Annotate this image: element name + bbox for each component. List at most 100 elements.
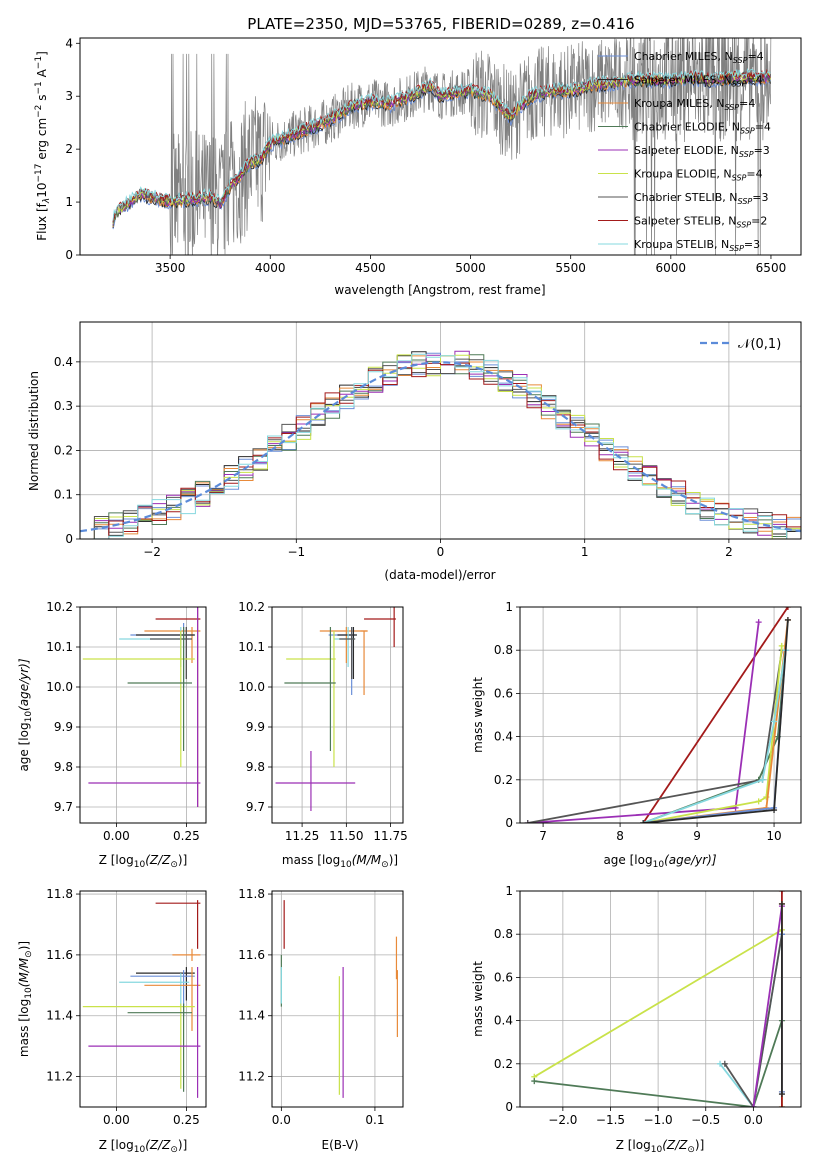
- model-line-8: [112, 67, 771, 221]
- y-tick-label: 1: [505, 600, 513, 614]
- x-axis-label: E(B-V): [321, 1138, 358, 1152]
- y-tick-label: 10.0: [238, 680, 265, 694]
- axes-frame: 3500 4000 4500 5000 5500 6000 6500 0 1 2 3 4 wavelen…: [34, 36, 802, 297]
- weight-line-7: [642, 650, 787, 823]
- x-tick-label: −2.0: [548, 1113, 577, 1127]
- y-axis-label: Flux [fλ10−17 erg cm−2 s−1 A−1]: [34, 51, 52, 241]
- plot-area: [82, 900, 201, 1098]
- x-axis-label: Z [log10(Z/Z⊙)]: [616, 1138, 705, 1155]
- y-tick-label: 11.2: [46, 1070, 73, 1084]
- weight-marker-8-0: [778, 1091, 785, 1098]
- x-tick-label: 5000: [455, 261, 486, 275]
- axes-spine: [79, 606, 207, 824]
- label-part: Chabrier ELODIE, N: [634, 121, 740, 134]
- y-tick-label: 10.1: [46, 640, 73, 654]
- legend-label: Kroupa ELODIE, NSSP=4: [634, 168, 763, 183]
- label-part: 10: [35, 183, 49, 198]
- label-part: ]: [35, 51, 49, 56]
- label-part: SSP: [732, 80, 747, 89]
- label-part: 10: [651, 1145, 663, 1155]
- axes-spine: [519, 890, 802, 1108]
- y-tick-label: 0.8: [494, 643, 513, 657]
- label-part: age [log: [603, 853, 652, 867]
- plot-area: [80, 350, 801, 539]
- legend-label: Salpeter STELIB, NSSP=2: [634, 215, 767, 230]
- label-part: (M/M: [17, 957, 31, 987]
- y-tick-label: 0.6: [494, 970, 513, 984]
- axes-frame: 11.25 11.50 11.75 9.7 9.8 9.9 10.0 10.1 10.2 mass…: [238, 600, 408, 870]
- y-tick-label: 0.8: [494, 927, 513, 941]
- label-part: )]: [695, 1138, 704, 1152]
- label-part: Salpeter STELIB, N: [634, 215, 736, 228]
- y-axis-label: mass [log10(M/M⊙)]: [17, 941, 34, 1057]
- label-part: λ: [42, 198, 52, 204]
- label-part: )]: [178, 1138, 187, 1152]
- weight-marker-3-0: [721, 1060, 728, 1067]
- y-axis-label: age [log10(age/yr)]: [17, 658, 34, 771]
- label-part: ⊙: [687, 1145, 695, 1155]
- y-tick-label: 11.6: [46, 948, 73, 962]
- label-part: 10: [653, 860, 665, 870]
- label-part: 10: [134, 1145, 146, 1155]
- label-part: =4: [747, 50, 763, 63]
- label-part: Chabrier STELIB, N: [634, 191, 738, 204]
- label-part: −17: [34, 164, 44, 183]
- y-tick-label: 11.6: [238, 948, 265, 962]
- legend-label: 𝒩(0,1): [738, 337, 781, 352]
- label-part: (age/yr)]: [664, 853, 717, 867]
- label-part: Chabrier MILES, N: [634, 50, 733, 63]
- label-part: SSP: [733, 56, 748, 65]
- spectrum-panel: 3500 4000 4500 5000 5500 6000 6500 0 1 2 3 4 wavelen…: [34, 36, 802, 297]
- residual-panel: −2 −1 0 1 2 0 0.1 0.2 0.3 0.4 𝒩(0,1) (data-model)/e…: [27, 321, 802, 582]
- label-part: erg cm: [35, 118, 49, 164]
- label-part: (Z/Z: [145, 1138, 171, 1152]
- plot-area: [280, 900, 398, 1098]
- label-part: 10: [340, 860, 352, 870]
- x-tick-label: 1: [581, 545, 589, 559]
- y-tick-label: 0: [65, 248, 73, 262]
- label-part: SSP: [739, 150, 754, 159]
- legend-label: Chabrier ELODIE, NSSP=4: [634, 121, 771, 136]
- weight-line-0: [642, 607, 789, 823]
- y-tick-label: 9.8: [246, 760, 265, 774]
- label-part: Salpeter ELODIE, N: [634, 144, 739, 157]
- label-part: −2: [34, 105, 44, 118]
- label-part: −1: [34, 81, 44, 94]
- label-part: 10: [24, 711, 34, 723]
- y-tick-label: 4: [65, 36, 73, 50]
- x-axis-label: Z [log10(Z/Z⊙)]: [99, 853, 188, 870]
- axes-frame: −2.0 −1.5 −1.0 −0.5 0.0 0 0.2 0.4 0.6 0.8 1 Z [log1…: [471, 884, 802, 1155]
- label-part: SSP: [729, 244, 744, 253]
- y-tick-label: 0.1: [54, 488, 73, 502]
- histogram-5: [80, 354, 801, 539]
- y-tick-label: 10.1: [238, 640, 265, 654]
- label-part: SSP: [732, 174, 747, 183]
- label-part: =4: [755, 121, 771, 134]
- y-tick-label: 0.2: [54, 443, 73, 457]
- legend-label: Kroupa MILES, NSSP=4: [634, 97, 755, 112]
- y-tick-label: 0.3: [54, 399, 73, 413]
- x-tick-label: −1.0: [644, 1113, 673, 1127]
- label-part: Flux [f: [35, 202, 49, 240]
- axes-frame: 0.0 0.1 11.2 11.4 11.6 11.8 E(B-V): [238, 887, 404, 1152]
- weight-marker-7-1: [759, 776, 766, 783]
- weight-marker-0-1: [784, 607, 791, 610]
- x-axis-label: wavelength [Angstrom, rest frame]: [334, 283, 545, 297]
- legend-label: Kroupa STELIB, NSSP=3: [634, 238, 760, 253]
- weight-marker-7-2: [771, 718, 778, 725]
- y-tick-label: 1: [65, 195, 73, 209]
- x-axis-label: mass [log10(M/M⊙)]: [282, 853, 398, 870]
- label-part: SSP: [738, 197, 753, 206]
- y-tick-label: 1: [505, 884, 513, 898]
- weight-marker-8-1: [778, 900, 785, 907]
- y-tick-label: 11.4: [46, 1009, 73, 1023]
- weight-marker-4-3: [778, 642, 785, 649]
- label-part: Z [log: [99, 1138, 134, 1152]
- x-tick-label: 6000: [656, 261, 687, 275]
- y-axis-label: Normed distribution: [27, 371, 41, 491]
- label-part: (Z/Z: [662, 1138, 688, 1152]
- data-spectrum: [112, 38, 772, 255]
